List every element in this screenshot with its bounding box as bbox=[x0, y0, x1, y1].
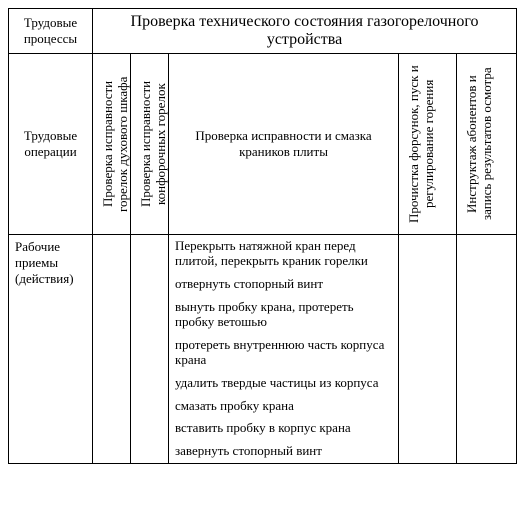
list-item: отвернуть стопорный винт bbox=[175, 277, 392, 292]
actions-cell-1 bbox=[93, 235, 131, 464]
ops-col-5-label: Инструктаж абонентов и запись результато… bbox=[463, 58, 497, 230]
list-item: вставить пробку в корпус крана bbox=[175, 421, 392, 436]
ops-col-1-label: Проверка исправности горелок духового шк… bbox=[99, 58, 133, 230]
actions-list-cell: Перекрыть натяжной кран перед плитой, пе… bbox=[169, 235, 399, 464]
process-table: Трудовые процессы Проверка технического … bbox=[8, 8, 517, 464]
list-item: удалить твердые частицы из корпуса bbox=[175, 376, 392, 391]
actions-list: Перекрыть натяжной кран перед плитой, пе… bbox=[175, 239, 392, 459]
actions-row-label: Рабочие приемы (действия) bbox=[9, 235, 93, 464]
list-item: завернуть стопорный винт bbox=[175, 444, 392, 459]
list-item: Перекрыть натяжной кран перед плитой, пе… bbox=[175, 239, 392, 269]
actions-cell-5 bbox=[457, 235, 517, 464]
ops-col-5: Инструктаж абонентов и запись результато… bbox=[457, 54, 517, 235]
ops-col-4: Прочистка форсунок, пуск и регулирование… bbox=[399, 54, 457, 235]
actions-cell-4 bbox=[399, 235, 457, 464]
table-row: Трудовые операции Проверка исправности г… bbox=[9, 54, 517, 235]
header-processes: Трудовые процессы bbox=[9, 9, 93, 54]
ops-col-4-label: Прочистка форсунок, пуск и регулирование… bbox=[405, 58, 439, 230]
ops-col-2: Проверка исправности конфорочных горелок bbox=[131, 54, 169, 235]
ops-col-1: Проверка исправности горелок духового шк… bbox=[93, 54, 131, 235]
list-item: вынуть пробку крана, протереть пробку ве… bbox=[175, 300, 392, 330]
table-row: Рабочие приемы (действия) Перекрыть натя… bbox=[9, 235, 517, 464]
header-check-title: Проверка технического состояния газогоре… bbox=[93, 9, 517, 54]
ops-row-label: Трудовые операции bbox=[9, 54, 93, 235]
ops-col-2-label: Проверка исправности конфорочных горелок bbox=[137, 58, 171, 230]
list-item: смазать пробку крана bbox=[175, 399, 392, 414]
table-row: Трудовые процессы Проверка технического … bbox=[9, 9, 517, 54]
actions-cell-2 bbox=[131, 235, 169, 464]
ops-col-3: Проверка исправности и смазка краников п… bbox=[169, 54, 399, 235]
list-item: протереть внутреннюю часть корпуса крана bbox=[175, 338, 392, 368]
